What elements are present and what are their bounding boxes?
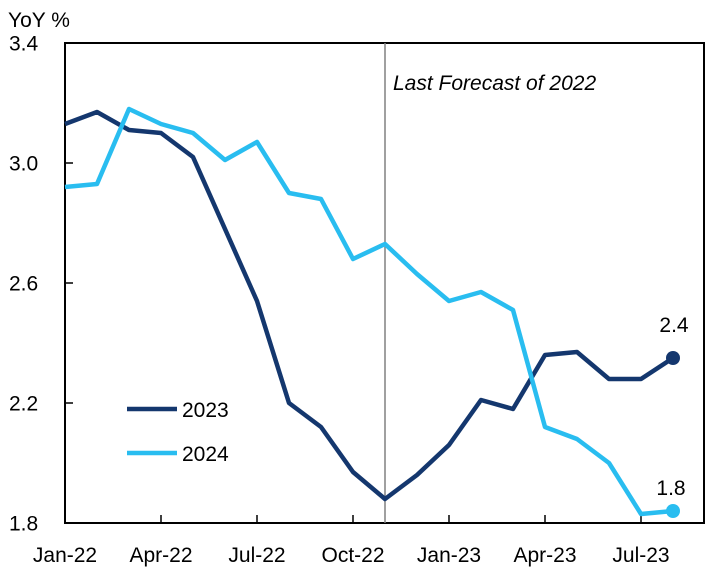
x-tick-label: Apr-22: [129, 544, 192, 567]
forecast-annotation: Last Forecast of 2022: [393, 72, 596, 95]
x-tick-label: Jul-23: [612, 544, 669, 567]
x-tick-label: Jan-23: [417, 544, 481, 567]
axis-ticks: [64, 162, 642, 523]
x-tick-label: Apr-23: [513, 544, 576, 567]
x-tick-label: Jan-22: [33, 544, 97, 567]
y-tick-label: 1.8: [9, 513, 38, 536]
series-line-2023: [64, 109, 675, 502]
legend-label-2023: 2023: [182, 399, 229, 422]
end-label-2023: 2.4: [659, 314, 689, 337]
x-tick-label: Jul-22: [228, 544, 285, 567]
y-tick-label: 2.2: [9, 393, 38, 416]
legend: 2023 2024: [127, 399, 229, 466]
series-end-marker-2023: [666, 351, 680, 365]
series-group: [64, 106, 680, 518]
y-axis-tick-labels: 1.8 2.2 2.6 3.0 3.4: [9, 33, 39, 536]
series-end-marker-2024: [666, 504, 680, 518]
end-label-2024: 1.8: [656, 477, 685, 500]
x-tick-label: Oct-22: [321, 544, 384, 567]
x-axis-tick-labels: Jan-22 Apr-22 Jul-22 Oct-22 Jan-23 Apr-23 Jul-…: [33, 544, 670, 567]
y-tick-label: 3.4: [9, 33, 39, 56]
legend-label-2024: 2024: [182, 443, 229, 466]
y-tick-label: 2.6: [9, 273, 38, 296]
y-axis-unit-label: YoY %: [8, 9, 70, 32]
series-line-2024: [64, 106, 674, 517]
y-tick-label: 3.0: [9, 153, 38, 176]
